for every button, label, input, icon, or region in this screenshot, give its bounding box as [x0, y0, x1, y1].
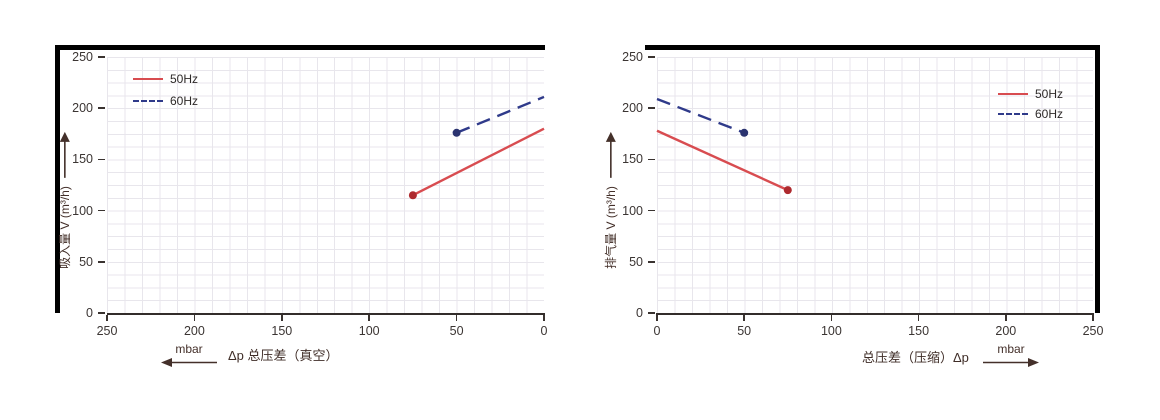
y-tick-mark [98, 158, 105, 161]
y-tick-mark [98, 56, 105, 58]
y-tick-label: 50 [79, 254, 93, 269]
legend-label: 60Hz [170, 94, 199, 108]
top-border-bar [645, 45, 1100, 50]
y-tick-label: 0 [86, 305, 93, 320]
legend-label: 50Hz [170, 72, 199, 86]
x-tick-label: 200 [183, 324, 205, 338]
left-border-bar [55, 45, 60, 313]
series-layer [408, 95, 545, 200]
x-tick-mark [543, 315, 545, 321]
x-tick-mark [106, 315, 108, 321]
y-tick-mark [648, 158, 655, 161]
data-point-marker [452, 128, 461, 137]
x-axis-title: 总压差（压缩）Δp [862, 350, 969, 365]
y-tick-mark [98, 209, 105, 212]
x-tick-label: 250 [96, 324, 118, 338]
x-tick-label: 50 [737, 324, 752, 338]
y-tick-mark [648, 56, 655, 58]
x-tick-mark [281, 315, 283, 321]
x-axis-line [656, 313, 1094, 315]
series-layer [656, 97, 792, 195]
x-tick-mark [455, 315, 458, 321]
y-tick-mark [98, 261, 105, 263]
y-tick-mark [98, 107, 105, 109]
legend-item-50hz: 50Hz [998, 84, 1063, 104]
series-line-50hz [412, 127, 545, 197]
x-tick-label: 50 [449, 324, 464, 338]
x-axis-unit: mbar [982, 343, 1040, 367]
y-tick-label: 200 [72, 100, 93, 115]
x-tick-mark [656, 315, 658, 321]
y-axis-arrow-icon [605, 131, 616, 178]
legend-label: 60Hz [1035, 107, 1064, 121]
top-border-bar [55, 45, 545, 50]
y-tick-mark [98, 312, 105, 314]
legend-swatch-60hz [133, 100, 163, 102]
y-tick-label: 250 [72, 49, 93, 64]
x-tick-label: 150 [271, 324, 293, 338]
y-tick-label: 100 [72, 203, 93, 218]
legend-item-60hz: 60Hz [998, 104, 1063, 124]
x-tick-label: 100 [820, 324, 842, 338]
y-axis-label: 排气量 V (m³/h) [598, 118, 622, 282]
y-axis-label: 吸入量 V (m³/h) [52, 118, 76, 282]
legend-swatch-50hz [133, 78, 163, 80]
data-point-marker [783, 186, 792, 195]
x-tick-label: 100 [358, 324, 380, 338]
x-axis-direction-arrow-icon [983, 358, 1039, 367]
x-tick-label: 250 [1082, 324, 1104, 338]
y-tick-mark [648, 312, 655, 314]
x-tick-mark [368, 315, 370, 321]
series-line-60hz [456, 95, 545, 134]
y-tick-mark [648, 209, 655, 212]
x-tick-mark [1092, 315, 1094, 321]
y-tick-mark [648, 261, 655, 263]
legend-item-50hz: 50Hz [133, 69, 198, 89]
y-tick-label: 200 [622, 100, 643, 115]
legend-label: 50Hz [1035, 87, 1064, 101]
x-axis-direction-arrow-icon [161, 358, 217, 367]
x-tick-mark [917, 315, 920, 321]
x-tick-label: 0 [540, 324, 548, 338]
x-tick-label: 0 [653, 324, 661, 338]
x-axis-title: Δp 总压差（真空） [228, 348, 339, 363]
series-line-50hz [656, 129, 789, 192]
data-point-marker [408, 191, 417, 200]
y-tick-mark [648, 107, 655, 109]
right-border-bar [1095, 45, 1100, 313]
y-tick-label: 100 [622, 203, 643, 218]
data-point-marker [740, 128, 749, 137]
series-line-60hz [656, 97, 745, 134]
x-axis-line [107, 313, 545, 315]
x-tick-mark [193, 315, 196, 321]
y-axis-arrow-icon [59, 131, 70, 178]
x-tick-mark [830, 315, 833, 321]
plot-area [107, 57, 544, 313]
legend-swatch-60hz [998, 113, 1028, 115]
x-axis-unit: mbar [160, 343, 218, 367]
y-tick-label: 250 [622, 49, 643, 64]
y-tick-label: 150 [622, 152, 643, 167]
x-tick-mark [743, 315, 745, 321]
y-tick-label: 150 [72, 152, 93, 167]
legend-swatch-50hz [998, 93, 1028, 95]
plot-area [657, 57, 1093, 313]
y-tick-label: 0 [636, 305, 643, 320]
x-tick-label: 200 [995, 324, 1017, 338]
y-tick-label: 50 [629, 254, 643, 269]
x-tick-mark [1005, 315, 1007, 321]
x-tick-label: 150 [908, 324, 930, 338]
legend-item-60hz: 60Hz [133, 91, 198, 111]
